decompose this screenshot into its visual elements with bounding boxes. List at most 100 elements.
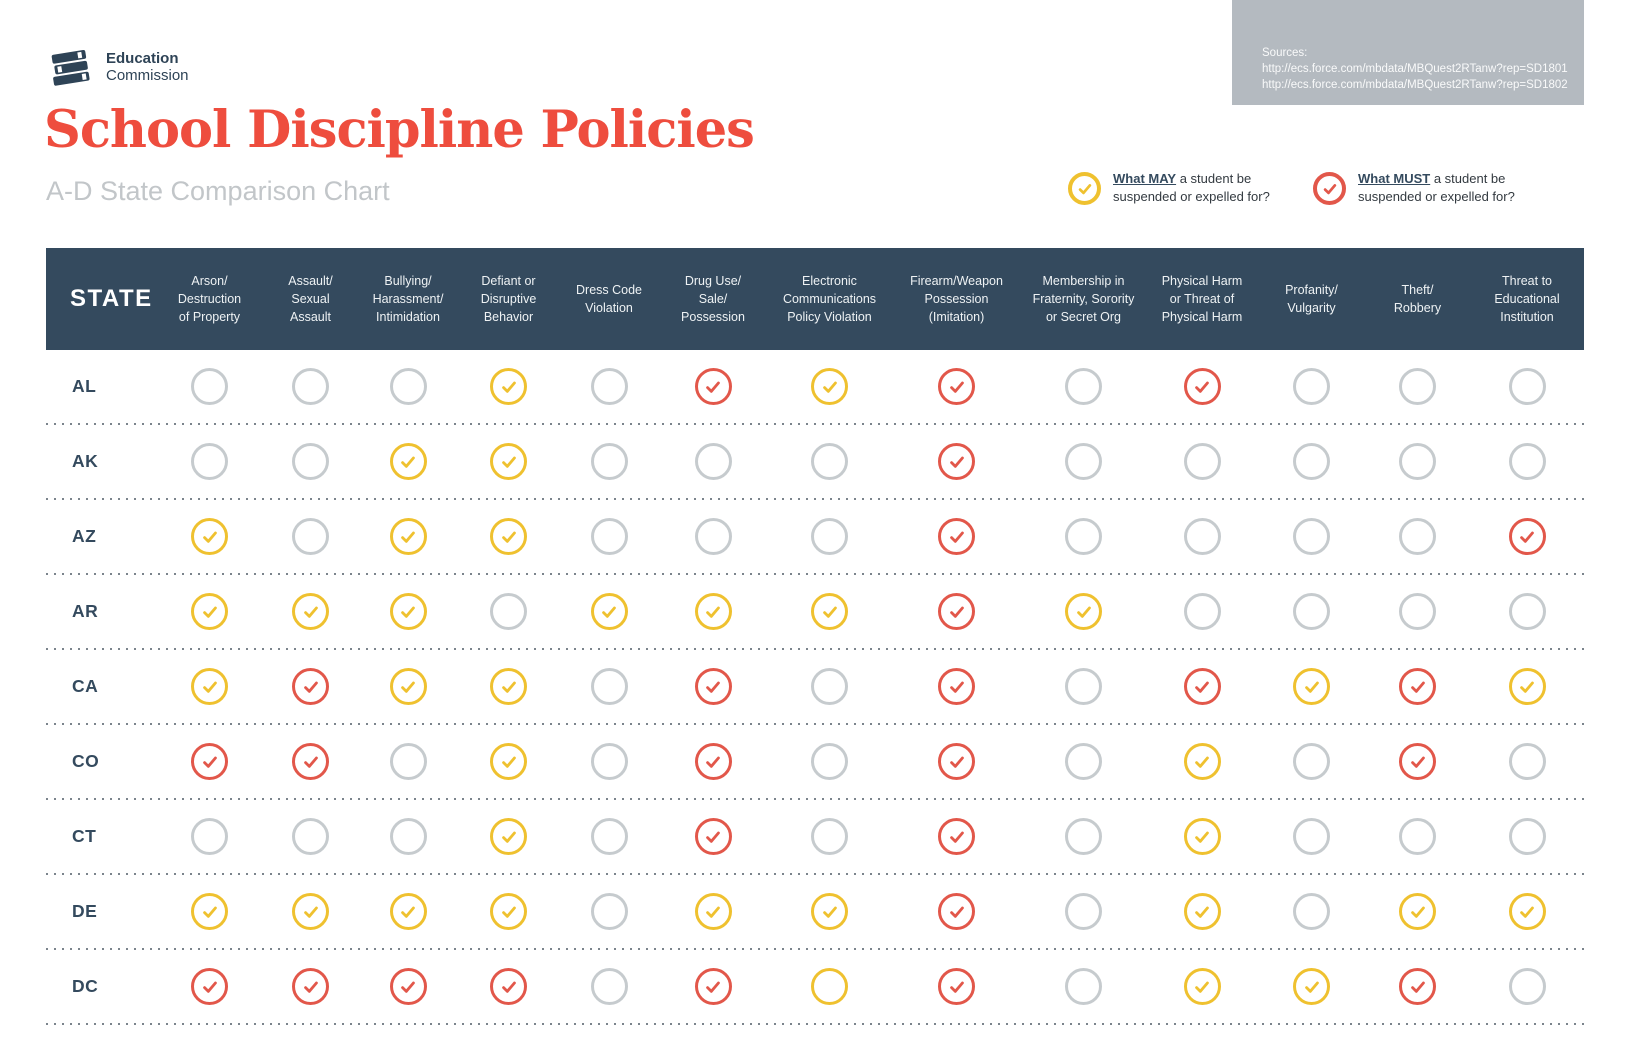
empty-circle-icon [1399,443,1436,480]
state-label: DE [72,901,98,921]
must-check-icon [938,893,975,930]
policy-cell [1021,743,1146,780]
may-check-icon [1065,593,1102,630]
policy-cell [1258,743,1365,780]
column-header: Electronic Communications Policy Violati… [782,273,877,325]
empty-circle-icon [811,668,848,705]
policy-cell [263,668,358,705]
table-row: CT [46,800,1584,873]
table-row: CA [46,650,1584,723]
column-header: Theft/ Robbery [1393,282,1442,315]
empty-circle-icon [694,443,732,480]
must-check-icon [694,368,732,405]
may-check-icon [694,593,732,630]
must-check-icon [938,593,975,630]
policy-cell [1365,443,1470,480]
policy-cell [892,968,1021,1005]
must-check-icon [938,968,975,1005]
policy-cell [458,893,559,930]
column-header: Physical Harm or Threat of Physical Harm [1161,273,1243,325]
empty-circle-icon [292,443,329,480]
empty-circle-icon [1399,518,1436,555]
policy-cell [1470,518,1584,555]
may-check-icon [590,593,628,630]
empty-circle-icon [1293,518,1330,555]
empty-circle-icon [292,518,329,555]
must-check-icon [1399,743,1436,780]
education-commission-logo: Education Commission [48,46,189,88]
policy-cell [1470,368,1584,405]
policy-cell [358,518,458,555]
may-check-icon [811,893,848,930]
must-check-icon [938,743,975,780]
policy-cell [892,818,1021,855]
must-check-icon [938,668,975,705]
may-check-icon [389,593,427,630]
empty-circle-icon [1399,593,1436,630]
row-separator [46,723,1584,725]
empty-circle-icon [292,818,329,855]
empty-circle-icon [1508,743,1546,780]
may-check-icon [1183,818,1221,855]
policy-cell [1365,818,1470,855]
table-row: AK [46,425,1584,498]
logo-line-1: Education [106,49,179,67]
state-label: AZ [72,526,97,546]
policy-cell [892,518,1021,555]
policy-cell [1365,368,1470,405]
policy-cell [892,443,1021,480]
empty-circle-icon [1399,818,1436,855]
policy-cell [892,668,1021,705]
legend-may-rest: a student be suspended or expelled for? [1113,171,1270,205]
policy-cell [1146,743,1258,780]
policy-cell [263,593,358,630]
policy-cell [1258,443,1365,480]
empty-circle-icon [811,743,848,780]
must-check-icon [292,968,329,1005]
policy-cell [156,593,263,630]
must-check-icon [1183,368,1221,405]
legend-may-text: What MAY a student be suspended or expel… [1113,170,1275,207]
must-check-icon [938,818,975,855]
policy-cell [458,818,559,855]
policy-cell [892,368,1021,405]
may-check-icon [389,518,427,555]
table-row: CO [46,725,1584,798]
policy-cell [1021,368,1146,405]
policy-cell [458,968,559,1005]
empty-circle-icon [811,443,848,480]
must-check-icon [191,743,228,780]
policy-cell [1258,968,1365,1005]
may-check-icon [811,368,848,405]
empty-circle-icon [1508,443,1546,480]
empty-circle-icon [191,443,228,480]
empty-circle-icon [1065,368,1102,405]
empty-circle-icon [1399,368,1436,405]
sources-label: Sources: [1262,46,1308,59]
policy-cell [458,668,559,705]
may-check-icon [292,893,329,930]
empty-circle-icon [1183,518,1221,555]
policy-cell [458,743,559,780]
must-check-icon [694,743,732,780]
empty-circle-icon [1508,968,1546,1005]
policy-cell [892,593,1021,630]
policy-cell [559,893,659,930]
policy-cell [1146,968,1258,1005]
state-label: CT [72,826,97,846]
may-check-icon [811,593,848,630]
empty-circle-icon [590,893,628,930]
must-check-icon [694,818,732,855]
policy-cell [659,518,767,555]
row-separator [46,948,1584,950]
may-check-icon [1183,968,1221,1005]
must-check-icon [292,743,329,780]
policy-cell [1365,893,1470,930]
must-check-icon [1183,668,1221,705]
must-check-icon [490,968,527,1005]
policy-cell [1365,668,1470,705]
policy-cell [559,968,659,1005]
row-separator [46,1023,1584,1025]
may-check-icon [490,443,527,480]
